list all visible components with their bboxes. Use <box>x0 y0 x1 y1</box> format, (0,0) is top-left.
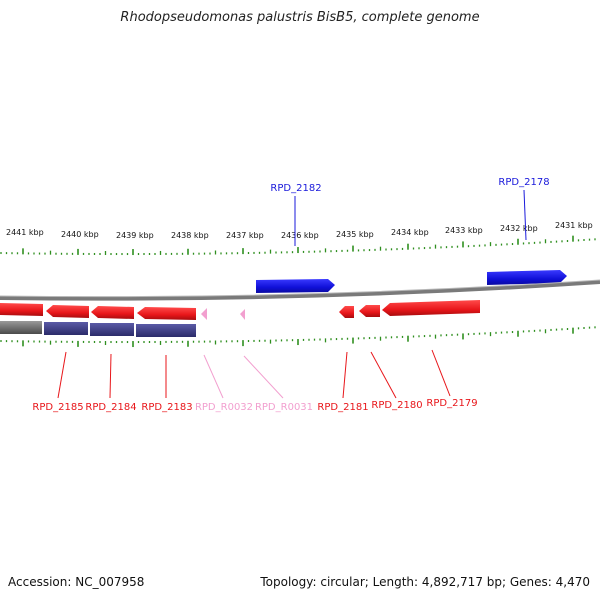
ruler-label: 2440 kbp <box>61 230 99 239</box>
gene-labels: RPD_2182 RPD_2178 RPD_2185 RPD_2184 RPD_… <box>32 177 549 413</box>
gene-arrow-RPD_2184[interactable] <box>46 305 89 318</box>
gene-arrow-RPD_2179[interactable] <box>382 300 480 316</box>
gene-arrow-RPD_2180[interactable] <box>359 305 380 317</box>
ruler-label: 2436 kbp <box>281 231 319 240</box>
gene-arrow-RPD_2185[interactable] <box>0 303 43 316</box>
ruler-label: 2431 kbp <box>555 221 593 230</box>
gene-arrow-RPD_2183[interactable] <box>137 307 196 320</box>
leader-RPD_2184 <box>109 353 112 399</box>
top-ruler <box>0 235 596 256</box>
genome-backbone <box>0 280 600 301</box>
gene-label-RPD_2183[interactable]: RPD_2183 <box>141 402 192 413</box>
gene-label-RPD_R0031[interactable]: RPD_R0031 <box>255 402 313 413</box>
leader-RPD_2179 <box>431 349 451 397</box>
reverse-strand-genes <box>0 300 480 320</box>
leader-RPD_2185 <box>57 351 67 399</box>
leader-lines <box>57 189 527 399</box>
ruler-label: 2435 kbp <box>336 230 374 239</box>
gene-label-RPD_2178[interactable]: RPD_2178 <box>498 177 549 188</box>
genome-summary-text: Topology: circular; Length: 4,892,717 bp… <box>260 575 590 589</box>
backbone-highlight <box>0 279 600 298</box>
forward-strand-genes <box>256 270 567 293</box>
gene-label-RPD_2185[interactable]: RPD_2185 <box>32 402 83 413</box>
ruler-label: 2439 kbp <box>116 231 154 240</box>
leader-RPD_R0031 <box>243 355 284 399</box>
ruler-label: 2441 kbp <box>6 228 44 237</box>
gene-arrow-RPD_2181[interactable] <box>339 306 354 318</box>
leader-RPD_R0032 <box>203 354 224 399</box>
leader-RPD_2181 <box>342 351 348 399</box>
gene-arrow-RPD_2178[interactable] <box>487 270 567 285</box>
genome-title: Rhodopseudomonas palustris BisB5, comple… <box>120 10 480 25</box>
bottom-ruler <box>0 326 596 348</box>
gene-arrow-RPD_2182[interactable] <box>256 279 335 293</box>
gene-label-RPD_R0032[interactable]: RPD_R0032 <box>195 402 253 413</box>
gene-arrow-RPD_2183-a[interactable] <box>91 306 134 319</box>
ruler-label: 2433 kbp <box>445 226 483 235</box>
ruler-labels: 2441 kbp 2440 kbp 2439 kbp 2438 kbp 2437… <box>6 221 593 240</box>
ruler-label: 2434 kbp <box>391 228 429 237</box>
gene-label-RPD_2182[interactable]: RPD_2182 <box>270 183 321 194</box>
gene-arrow-RPD_R0032[interactable] <box>201 308 207 320</box>
ruler-label: 2438 kbp <box>171 231 209 240</box>
gene-label-RPD_2180[interactable]: RPD_2180 <box>371 400 422 411</box>
ruler-label: 2432 kbp <box>500 224 538 233</box>
leader-RPD_2180 <box>370 351 397 399</box>
leader-RPD_2178 <box>523 189 527 241</box>
accession-text: Accession: NC_007958 <box>8 575 145 589</box>
gene-label-RPD_2179[interactable]: RPD_2179 <box>426 398 477 409</box>
ruler-label: 2437 kbp <box>226 231 264 240</box>
gene-label-RPD_2181[interactable]: RPD_2181 <box>317 402 368 413</box>
gene-arrow-RPD_R0031[interactable] <box>240 309 245 320</box>
gene-label-RPD_2184[interactable]: RPD_2184 <box>85 402 136 413</box>
reverse-cds-band <box>0 321 196 337</box>
